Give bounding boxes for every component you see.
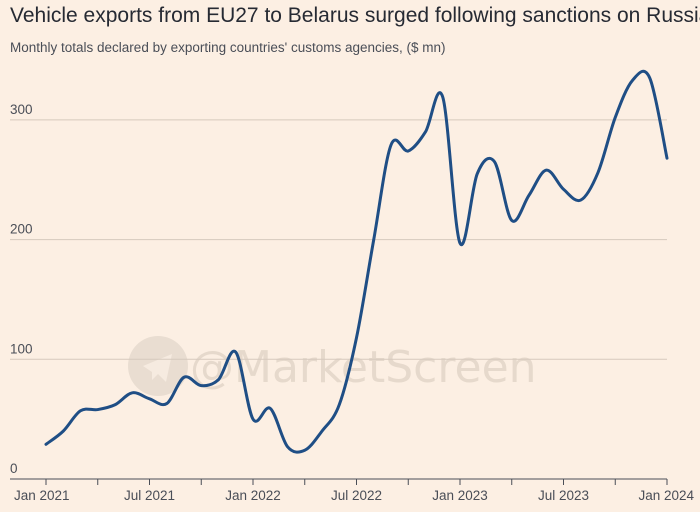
x-tick-label: Jan 2021 [14,488,70,503]
x-tick-label: Jul 2022 [331,488,382,503]
x-tick-label: Jul 2023 [538,488,589,503]
watermark-text: @MarketScreen [190,342,537,393]
chart-title: Vehicle exports from EU27 to Belarus sur… [10,4,700,27]
x-tick-label: Jul 2021 [124,488,175,503]
x-tick-label: Jan 2023 [432,488,488,503]
y-tick-label: 300 [10,102,33,117]
y-tick-label: 200 [10,222,33,237]
x-tick-label: Jan 2022 [225,488,281,503]
y-tick-label: 100 [10,341,33,356]
telegram-icon [128,336,188,396]
chart-subtitle: Monthly totals declared by exporting cou… [10,40,446,55]
y-tick-label: 0 [10,461,18,476]
x-tick-label: Jan 2024 [638,488,694,503]
series-line [44,69,669,454]
watermark: @MarketScreen [128,336,537,396]
